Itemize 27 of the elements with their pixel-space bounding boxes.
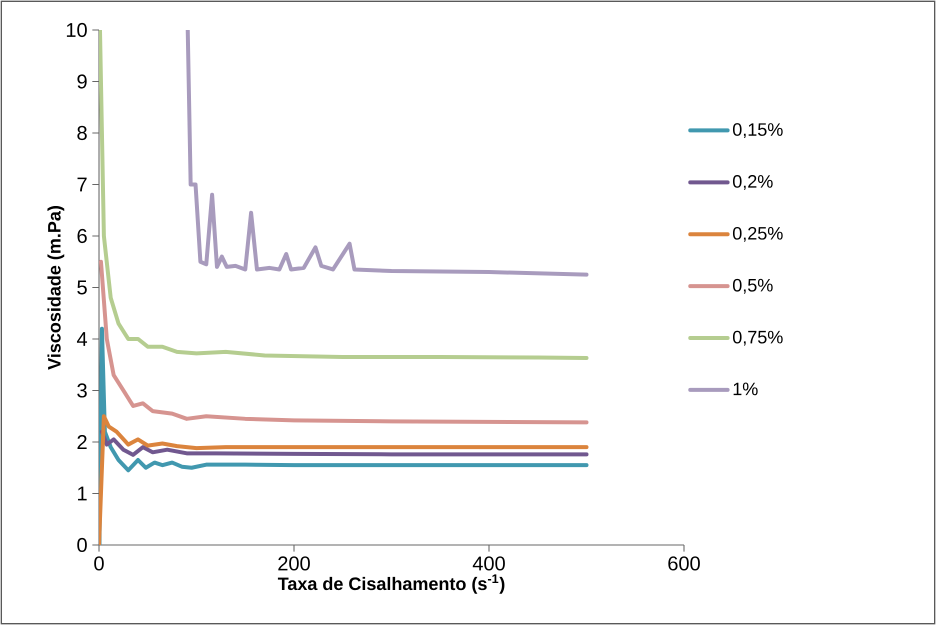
y-tick-label: 4 [76, 332, 88, 346]
y-tick-label: 8 [77, 126, 87, 140]
y-tick-label: 10 [66, 22, 87, 38]
x-tick-label: 0 [94, 556, 104, 571]
y-tick-label: 6 [78, 228, 87, 244]
legend-label: 0,15% [732, 123, 783, 138]
legend-label: 0,25% [732, 226, 783, 242]
line-series [99, 30, 588, 360]
legend-label: 0,5% [732, 278, 773, 294]
y-tick-label: 0 [77, 538, 87, 552]
x-tick-label: 400 [472, 556, 505, 571]
line-series [100, 430, 588, 457]
legend-label: 1% [734, 382, 758, 396]
x-tick-label: 200 [278, 556, 310, 571]
x-axis-title: Taxa de Cisalhamento (s$^{-1}$) [278, 574, 504, 594]
x-tick-label: 600 [668, 556, 700, 571]
y-tick-label: 7 [78, 178, 87, 192]
y-tick-label: 5 [77, 280, 87, 294]
y-tick-label: 3 [77, 383, 87, 398]
y-axis-title: Viscosidade (m.Pa) [47, 206, 64, 370]
y-tick-label: 2 [78, 435, 87, 449]
legend-label: 0,75% [732, 330, 783, 346]
line-series [99, 260, 588, 424]
y-tick-label: 9 [77, 74, 87, 89]
line-series [186, 30, 588, 277]
y-tick-label: 1 [78, 486, 87, 500]
legend-label: 0,2% [732, 175, 773, 190]
